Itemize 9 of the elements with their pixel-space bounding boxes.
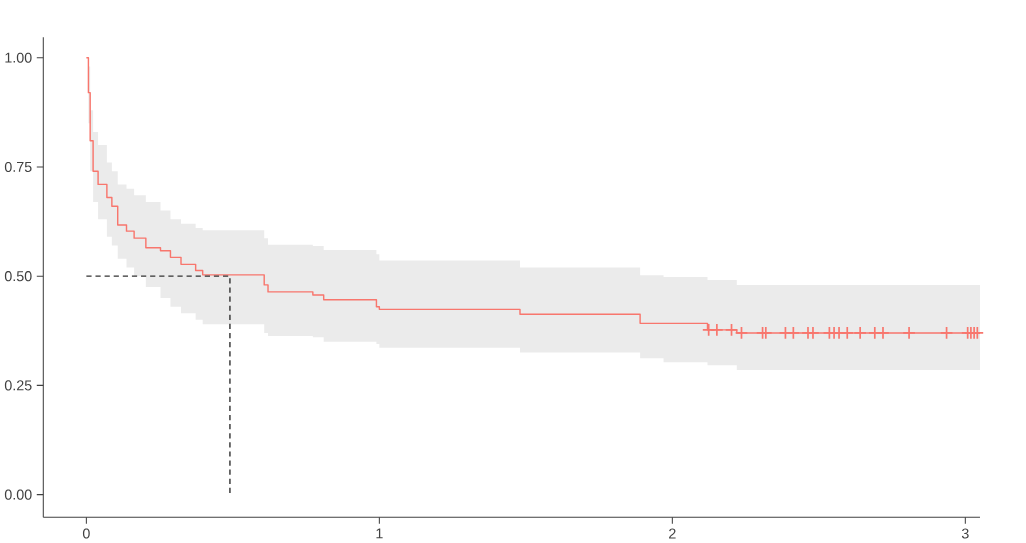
x-tick-label: 1: [376, 528, 383, 539]
x-tick-label: 3: [961, 528, 969, 539]
y-tick-label: 0.75: [4, 161, 32, 173]
y-tick-label: 0.25: [4, 380, 32, 391]
y-tick-label: 0.50: [4, 271, 32, 282]
y-tick-label: 0.00: [4, 489, 32, 500]
x-tick-label: 2: [669, 528, 676, 539]
y-tick-label: 1.00: [5, 52, 32, 63]
x-tick-label: 0: [82, 528, 90, 539]
